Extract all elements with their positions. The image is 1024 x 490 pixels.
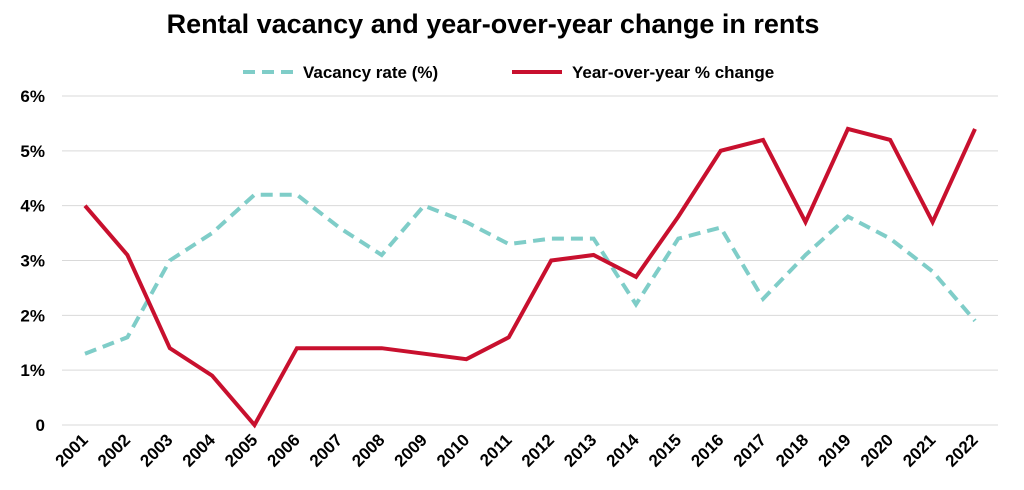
x-tick-label: 2006 <box>264 430 304 470</box>
x-tick-label: 2015 <box>645 430 685 470</box>
x-tick-label: 2010 <box>433 430 473 470</box>
x-tick-label: 2011 <box>476 430 516 470</box>
y-tick-label: 0 <box>36 416 45 435</box>
y-tick-label: 2% <box>20 306 45 325</box>
x-tick-label: 2018 <box>772 430 812 470</box>
x-tick-label: 2020 <box>857 430 897 470</box>
x-axis-ticks: 2001 2002 2003 2004 2005 2006 2007 2008 2009 2010… <box>52 430 982 471</box>
legend: Vacancy rate (%) Year-over-year % change <box>243 63 774 82</box>
y-axis-ticks: 0 1% 2% 3% 4% 5% 6% <box>20 87 45 435</box>
x-tick-label: 2017 <box>730 430 770 470</box>
gridlines <box>62 95 998 426</box>
y-tick-label: 4% <box>20 197 45 216</box>
series-lines <box>83 126 977 429</box>
x-tick-label: 2022 <box>942 430 982 470</box>
x-tick-label: 2019 <box>815 430 855 470</box>
x-tick-label: 2014 <box>603 430 644 471</box>
x-tick-label: 2003 <box>136 430 176 470</box>
legend-label-yoy-change: Year-over-year % change <box>572 63 774 82</box>
x-tick-label: 2012 <box>518 430 558 470</box>
x-tick-label: 2007 <box>306 430 346 470</box>
x-tick-label: 2009 <box>391 430 431 470</box>
x-tick-label: 2004 <box>179 430 220 471</box>
x-tick-label: 2005 <box>221 430 261 470</box>
y-tick-label: 5% <box>20 142 45 161</box>
x-tick-label: 2016 <box>687 430 727 470</box>
x-tick-label: 2008 <box>348 430 388 470</box>
vacancy-rate-line <box>84 192 977 356</box>
x-tick-label: 2013 <box>560 430 600 470</box>
legend-label-vacancy-rate: Vacancy rate (%) <box>303 63 438 82</box>
chart-title: Rental vacancy and year-over-year change… <box>167 9 820 39</box>
y-tick-label: 1% <box>20 361 45 380</box>
y-tick-label: 6% <box>20 87 45 106</box>
x-tick-label: 2001 <box>52 430 92 470</box>
yoy-change-line <box>83 126 977 429</box>
y-tick-label: 3% <box>20 252 45 271</box>
x-tick-label: 2002 <box>94 430 134 470</box>
x-tick-label: 2021 <box>899 430 939 470</box>
